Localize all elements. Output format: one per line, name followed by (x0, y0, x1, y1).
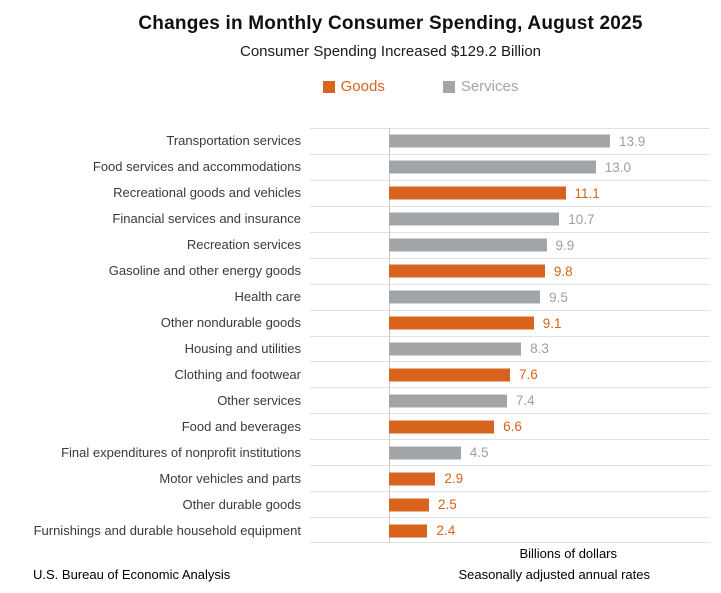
chart-row: Transportation services 13.9 (0, 128, 710, 154)
value-label: 13.0 (604, 159, 631, 175)
bar-services (389, 212, 560, 226)
value-label: 7.4 (515, 393, 535, 409)
chart-row: Gasoline and other energy goods 9.8 (0, 257, 710, 284)
plot-cell: 9.5 (310, 283, 710, 310)
category-label: Final expenditures of nonprofit institut… (61, 444, 301, 460)
chart-title: Changes in Monthly Consumer Spending, Au… (138, 13, 643, 34)
chart-row: Recreation services 9.9 (0, 231, 710, 258)
rates-note: Seasonally adjusted annual rates (458, 567, 650, 582)
value-label: 10.7 (568, 211, 595, 227)
plot-cell: 9.9 (310, 231, 710, 258)
legend-item-goods: Goods (322, 78, 385, 95)
goods-swatch-icon (322, 80, 335, 93)
plot-area: Transportation services 13.9 Food services… (0, 128, 710, 543)
plot-cell: 2.9 (310, 465, 710, 491)
category-label: Food and beverages (181, 418, 301, 434)
plot-cell: 2.4 (310, 517, 710, 543)
chart-row: Other services 7.4 (0, 387, 710, 413)
bar-goods (389, 186, 566, 200)
category-label: Housing and utilities (184, 340, 301, 356)
bar-goods (389, 472, 436, 486)
category-label: Other services (217, 392, 301, 408)
legend-item-services: Services (442, 78, 519, 95)
value-label: 2.9 (444, 471, 464, 487)
category-label: Recreational goods and vehicles (113, 185, 301, 201)
category-label: Furnishings and durable household equipm… (33, 522, 301, 538)
plot-cell: 2.5 (310, 491, 710, 517)
chart-row: Motor vehicles and parts 2.9 (0, 465, 710, 491)
zero-axis-line (389, 128, 391, 543)
category-label: Clothing and footwear (174, 366, 301, 382)
plot-cell: 9.8 (310, 257, 710, 284)
legend-label-goods: Goods (340, 78, 385, 95)
chart-row: Food services and accommodations 13.0 (0, 153, 710, 180)
chart-row: Health care 9.5 (0, 283, 710, 310)
value-label: 9.9 (555, 237, 575, 253)
value-label: 8.3 (530, 341, 549, 357)
chart-row: Clothing and footwear 7.6 (0, 361, 710, 387)
value-label: 13.9 (619, 133, 646, 149)
category-label: Gasoline and other energy goods (108, 263, 301, 279)
plot-cell: 9.1 (310, 309, 710, 336)
plot-cell: 6.6 (310, 413, 710, 439)
category-label: Health care (234, 289, 301, 305)
bar-goods (389, 420, 495, 434)
chart-row: Financial services and insurance 10.7 (0, 205, 710, 232)
value-label: 6.6 (503, 419, 522, 435)
chart-row: Food and beverages 6.6 (0, 413, 710, 439)
bar-services (389, 342, 522, 356)
x-axis-title: Billions of dollars (519, 546, 617, 561)
chart-row: Recreational goods and vehicles 11.1 (0, 179, 710, 206)
bar-services (389, 134, 610, 148)
category-label: Recreation services (186, 237, 301, 253)
category-label: Motor vehicles and parts (159, 470, 301, 486)
chart-row: Furnishings and durable household equipm… (0, 517, 710, 543)
value-label: 7.6 (519, 367, 538, 383)
services-swatch-icon (442, 80, 455, 93)
bar-goods (389, 368, 510, 382)
bar-services (389, 238, 547, 252)
chart-row: Final expenditures of nonprofit institut… (0, 439, 710, 465)
chart-row: Other durable goods 2.5 (0, 491, 710, 517)
plot-cell: 10.7 (310, 205, 710, 232)
category-label: Other nondurable goods (160, 315, 301, 331)
value-label: 9.1 (542, 315, 562, 331)
plot-cell: 13.0 (310, 153, 710, 180)
value-label: 2.5 (438, 497, 457, 513)
bar-goods (389, 316, 534, 330)
category-label: Financial services and insurance (112, 211, 301, 227)
value-label: 11.1 (574, 185, 600, 201)
value-label: 9.5 (549, 289, 568, 305)
bar-services (389, 446, 461, 460)
plot-cell: 7.4 (310, 387, 710, 413)
plot-cell: 4.5 (310, 439, 710, 465)
category-label: Food services and accommodations (92, 159, 301, 175)
bar-goods (389, 498, 430, 512)
plot-cell: 7.6 (310, 361, 710, 387)
value-label: 4.5 (469, 445, 489, 461)
value-label: 9.8 (553, 263, 573, 279)
chart-row: Housing and utilities 8.3 (0, 335, 710, 362)
chart-legend: Goods Services (60, 78, 721, 95)
bar-services (389, 290, 541, 304)
plot-cell: 8.3 (310, 335, 710, 362)
chart-subtitle: Consumer Spending Increased $129.2 Billi… (239, 43, 542, 60)
legend-label-services: Services (460, 78, 519, 95)
chart-row: Other nondurable goods 9.1 (0, 309, 710, 336)
plot-cell: 13.9 (310, 128, 710, 154)
category-label: Other durable goods (182, 496, 301, 512)
plot-cell: 11.1 (310, 179, 710, 206)
bar-goods (389, 524, 428, 538)
bar-services (389, 160, 596, 174)
source-note: U.S. Bureau of Economic Analysis (33, 567, 231, 582)
bar-goods (389, 264, 545, 278)
category-label: Transportation services (166, 133, 301, 149)
value-label: 2.4 (436, 523, 456, 539)
bar-services (389, 394, 507, 408)
